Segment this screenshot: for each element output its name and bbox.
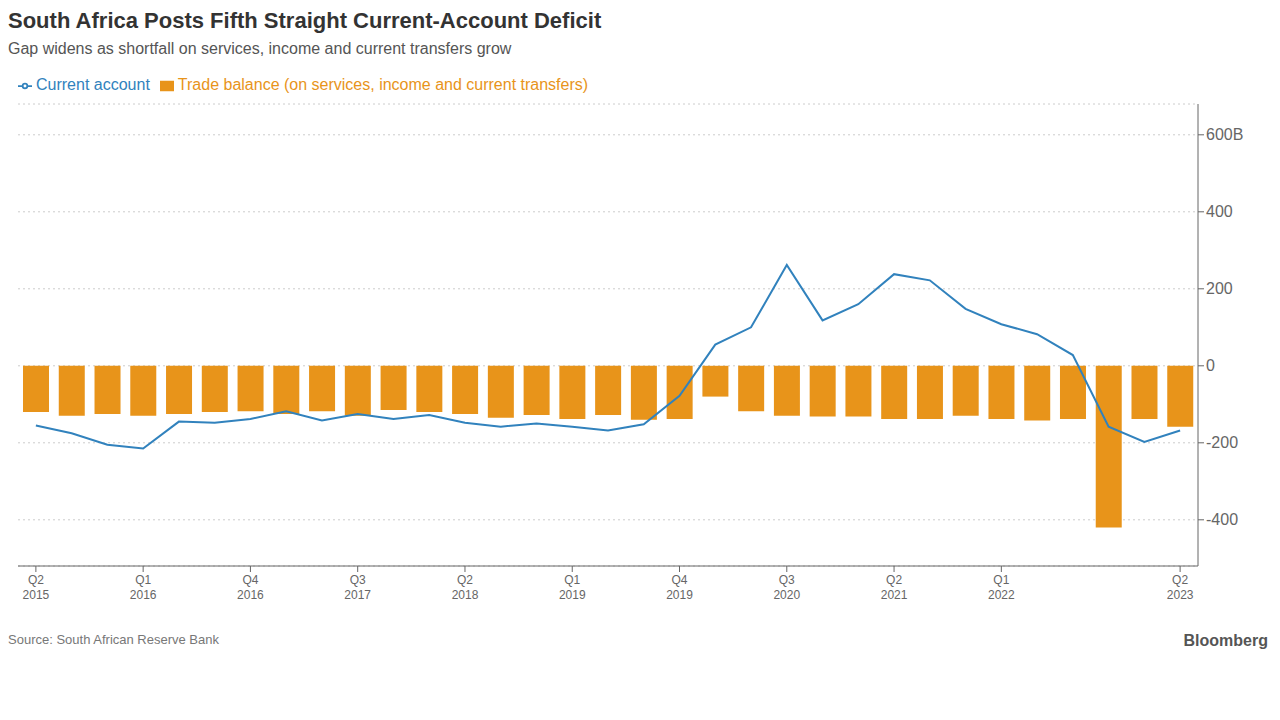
- svg-text:0: 0: [1206, 357, 1215, 374]
- svg-text:Q12022: Q12022: [988, 573, 1015, 602]
- html-text:Trade balance (on services, in: Trade balance (on services, income and c…: [177, 76, 589, 93]
- svg-text:Q12019: Q12019: [559, 573, 586, 602]
- html-text:Source: South African Reserve: Source: South African Reserve Bank: [8, 632, 219, 647]
- svg-text:Q22015: Q22015: [23, 573, 50, 602]
- html-text:Bloomberg: Bloomberg: [1183, 632, 1268, 649]
- svg-text:Q22018: Q22018: [452, 573, 479, 602]
- svg-text:600B: 600B: [1206, 126, 1243, 143]
- svg-text:Q12016: Q12016: [130, 573, 157, 602]
- svg-text:Q22021: Q22021: [881, 573, 908, 602]
- svg-text:Q42016: Q42016: [237, 573, 264, 602]
- svg-text:Q32017: Q32017: [344, 573, 371, 602]
- svg-text:400: 400: [1206, 203, 1233, 220]
- html-text:Current account: Current account: [36, 76, 150, 93]
- svg-text:Q22023: Q22023: [1167, 573, 1194, 602]
- svg-text:-400: -400: [1206, 511, 1238, 528]
- svg-text:200: 200: [1206, 280, 1233, 297]
- svg-text:Q32020: Q32020: [773, 573, 800, 602]
- html-text:South Africa Posts Fifth Strai: South Africa Posts Fifth Straight Curren…: [8, 8, 602, 33]
- html-text:Gap widens as shortfall on ser: Gap widens as shortfall on services, inc…: [8, 40, 512, 57]
- svg-text:Q42019: Q42019: [666, 573, 693, 602]
- svg-text:-200: -200: [1206, 434, 1238, 451]
